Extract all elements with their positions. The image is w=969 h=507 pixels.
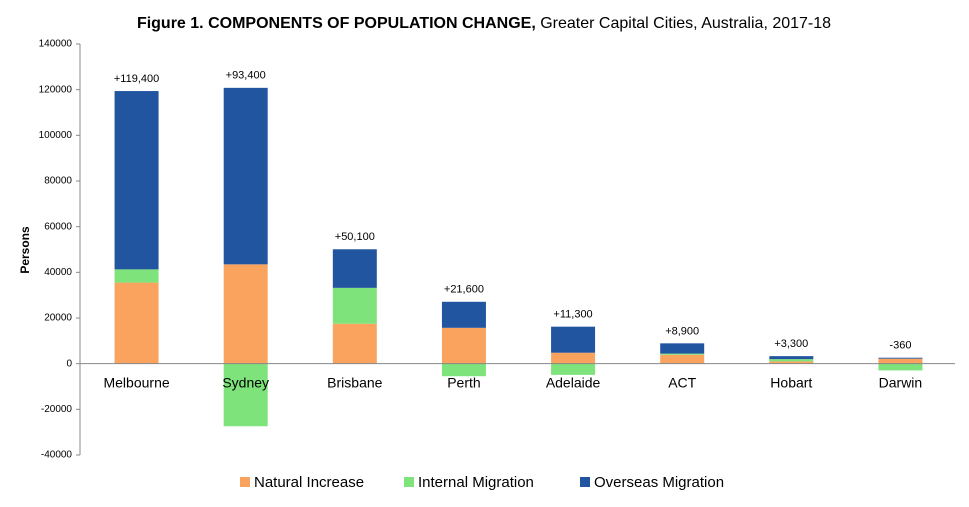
bar-segment [878, 357, 923, 359]
y-tick-label: 20000 [44, 313, 72, 324]
bar-segment [441, 363, 486, 377]
y-tick-label: 120000 [39, 84, 73, 95]
bar-segment [551, 352, 596, 364]
x-tick-label: Hobart [770, 374, 812, 390]
total-label: +21,600 [444, 284, 484, 296]
bar-segment [660, 354, 705, 364]
y-tick-label: 100000 [39, 130, 73, 141]
bar-segment [114, 282, 159, 364]
bar-segment [332, 287, 377, 324]
bar-segment [551, 363, 596, 375]
bar-segment [441, 327, 486, 364]
bar-segment [332, 323, 377, 364]
legend-swatch [404, 477, 414, 487]
x-tick-label: Sydney [222, 374, 269, 390]
x-tick-label: Melbourne [103, 374, 169, 390]
total-label: +11,300 [553, 309, 592, 321]
legend-label: Internal Migration [418, 474, 534, 491]
x-tick-label: Darwin [879, 374, 923, 390]
y-tick-label: 60000 [44, 221, 72, 232]
total-label: +119,400 [114, 73, 159, 85]
chart-title: Figure 1. COMPONENTS OF POPULATION CHANG… [137, 15, 831, 32]
y-tick-label: -20000 [41, 404, 73, 415]
bar-segment [551, 326, 596, 353]
x-tick-label: ACT [668, 374, 696, 390]
y-tick-label: 140000 [39, 39, 73, 50]
bar-segment [769, 361, 814, 364]
bar-segment [660, 343, 705, 354]
x-tick-label: Adelaide [546, 374, 601, 390]
bar-segment [114, 269, 159, 283]
x-tick-label: Perth [447, 374, 480, 390]
bar-segment [332, 249, 377, 288]
y-axis-label: Persons [18, 226, 32, 274]
total-label: +93,400 [226, 70, 266, 82]
bar-segment [878, 363, 923, 371]
bar-segment [223, 264, 268, 364]
bar-segment [223, 87, 268, 265]
bar-segment [660, 353, 705, 355]
y-tick-label: 40000 [44, 267, 72, 278]
total-label: -360 [889, 340, 911, 352]
y-tick-label: -40000 [41, 450, 73, 461]
y-tick-label: 80000 [44, 176, 72, 187]
bar-segment [769, 356, 814, 360]
legend-label: Overseas Migration [594, 474, 724, 491]
total-label: +50,100 [335, 231, 375, 243]
bar-segment [441, 301, 486, 328]
title: Figure 1. COMPONENTS OF POPULATION CHANG… [137, 15, 536, 32]
total-label: +3,300 [774, 338, 808, 350]
legend-label: Natural Increase [254, 474, 364, 491]
subtitle: Greater Capital Cities, Australia, 2017-… [540, 15, 831, 32]
bar-segment [114, 91, 159, 270]
x-tick-label: Brisbane [327, 374, 382, 390]
bar-segment [769, 359, 814, 362]
y-tick-label: 0 [66, 358, 72, 369]
total-label: +8,900 [665, 325, 699, 337]
bar-segment [878, 358, 923, 364]
legend-swatch [240, 477, 250, 487]
bar-segment [223, 363, 268, 427]
legend-swatch [580, 477, 590, 487]
